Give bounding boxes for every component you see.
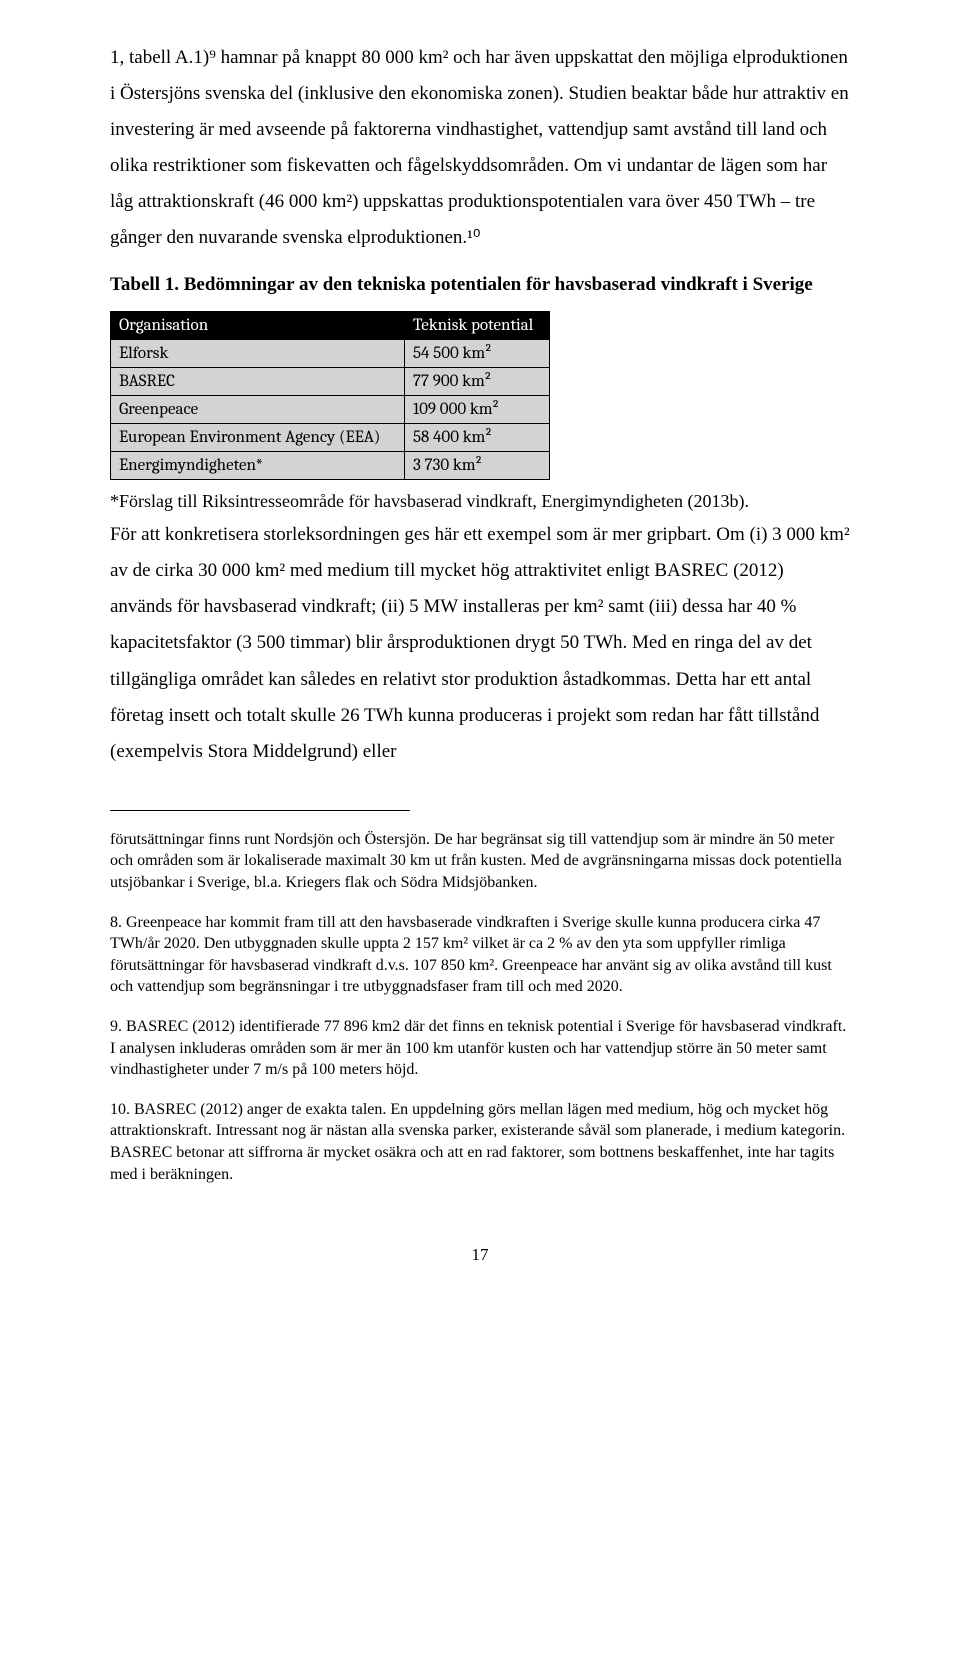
paragraph-1: 1, tabell A.1)⁹ hamnar på knappt 80 000 …: [110, 40, 850, 257]
table-row: Greenpeace 109 000 km²: [111, 396, 550, 424]
table-cell-org: BASREC: [111, 368, 405, 396]
table-row: Elforsk 54 500 km²: [111, 340, 550, 368]
table-cell-pot: 54 500 km²: [404, 340, 549, 368]
footnote-cont: förutsättningar finns runt Nordsjön och …: [110, 829, 850, 894]
table-caption: Tabell 1. Bedömningar av den tekniska po…: [110, 271, 850, 300]
table-header-pot: Teknisk potential: [404, 312, 549, 340]
table-cell-org: European Environment Agency (EEA): [111, 424, 405, 452]
table-cell-org: Energimyndigheten*: [111, 452, 405, 480]
table-cell-org: Greenpeace: [111, 396, 405, 424]
potential-table: Organisation Teknisk potential Elforsk 5…: [110, 311, 550, 480]
table-cell-pot: 58 400 km²: [404, 424, 549, 452]
table-cell-pot: 109 000 km²: [404, 396, 549, 424]
table-note: *Förslag till Riksintresseområde för hav…: [110, 488, 850, 514]
table-header-org: Organisation: [111, 312, 405, 340]
paragraph-2: För att konkretisera storleksordningen g…: [110, 517, 850, 770]
footnotes-rule: [110, 810, 410, 829]
footnote-10: 10. BASREC (2012) anger de exakta talen.…: [110, 1099, 850, 1185]
table-row: Energimyndigheten* 3 730 km²: [111, 452, 550, 480]
footnote-8: 8. Greenpeace har kommit fram till att d…: [110, 912, 850, 998]
table-cell-pot: 3 730 km²: [404, 452, 549, 480]
table-row: European Environment Agency (EEA) 58 400…: [111, 424, 550, 452]
table-row: BASREC 77 900 km²: [111, 368, 550, 396]
page-number: 17: [110, 1245, 850, 1265]
table-cell-org: Elforsk: [111, 340, 405, 368]
footnote-9: 9. BASREC (2012) identifierade 77 896 km…: [110, 1016, 850, 1081]
table-cell-pot: 77 900 km²: [404, 368, 549, 396]
